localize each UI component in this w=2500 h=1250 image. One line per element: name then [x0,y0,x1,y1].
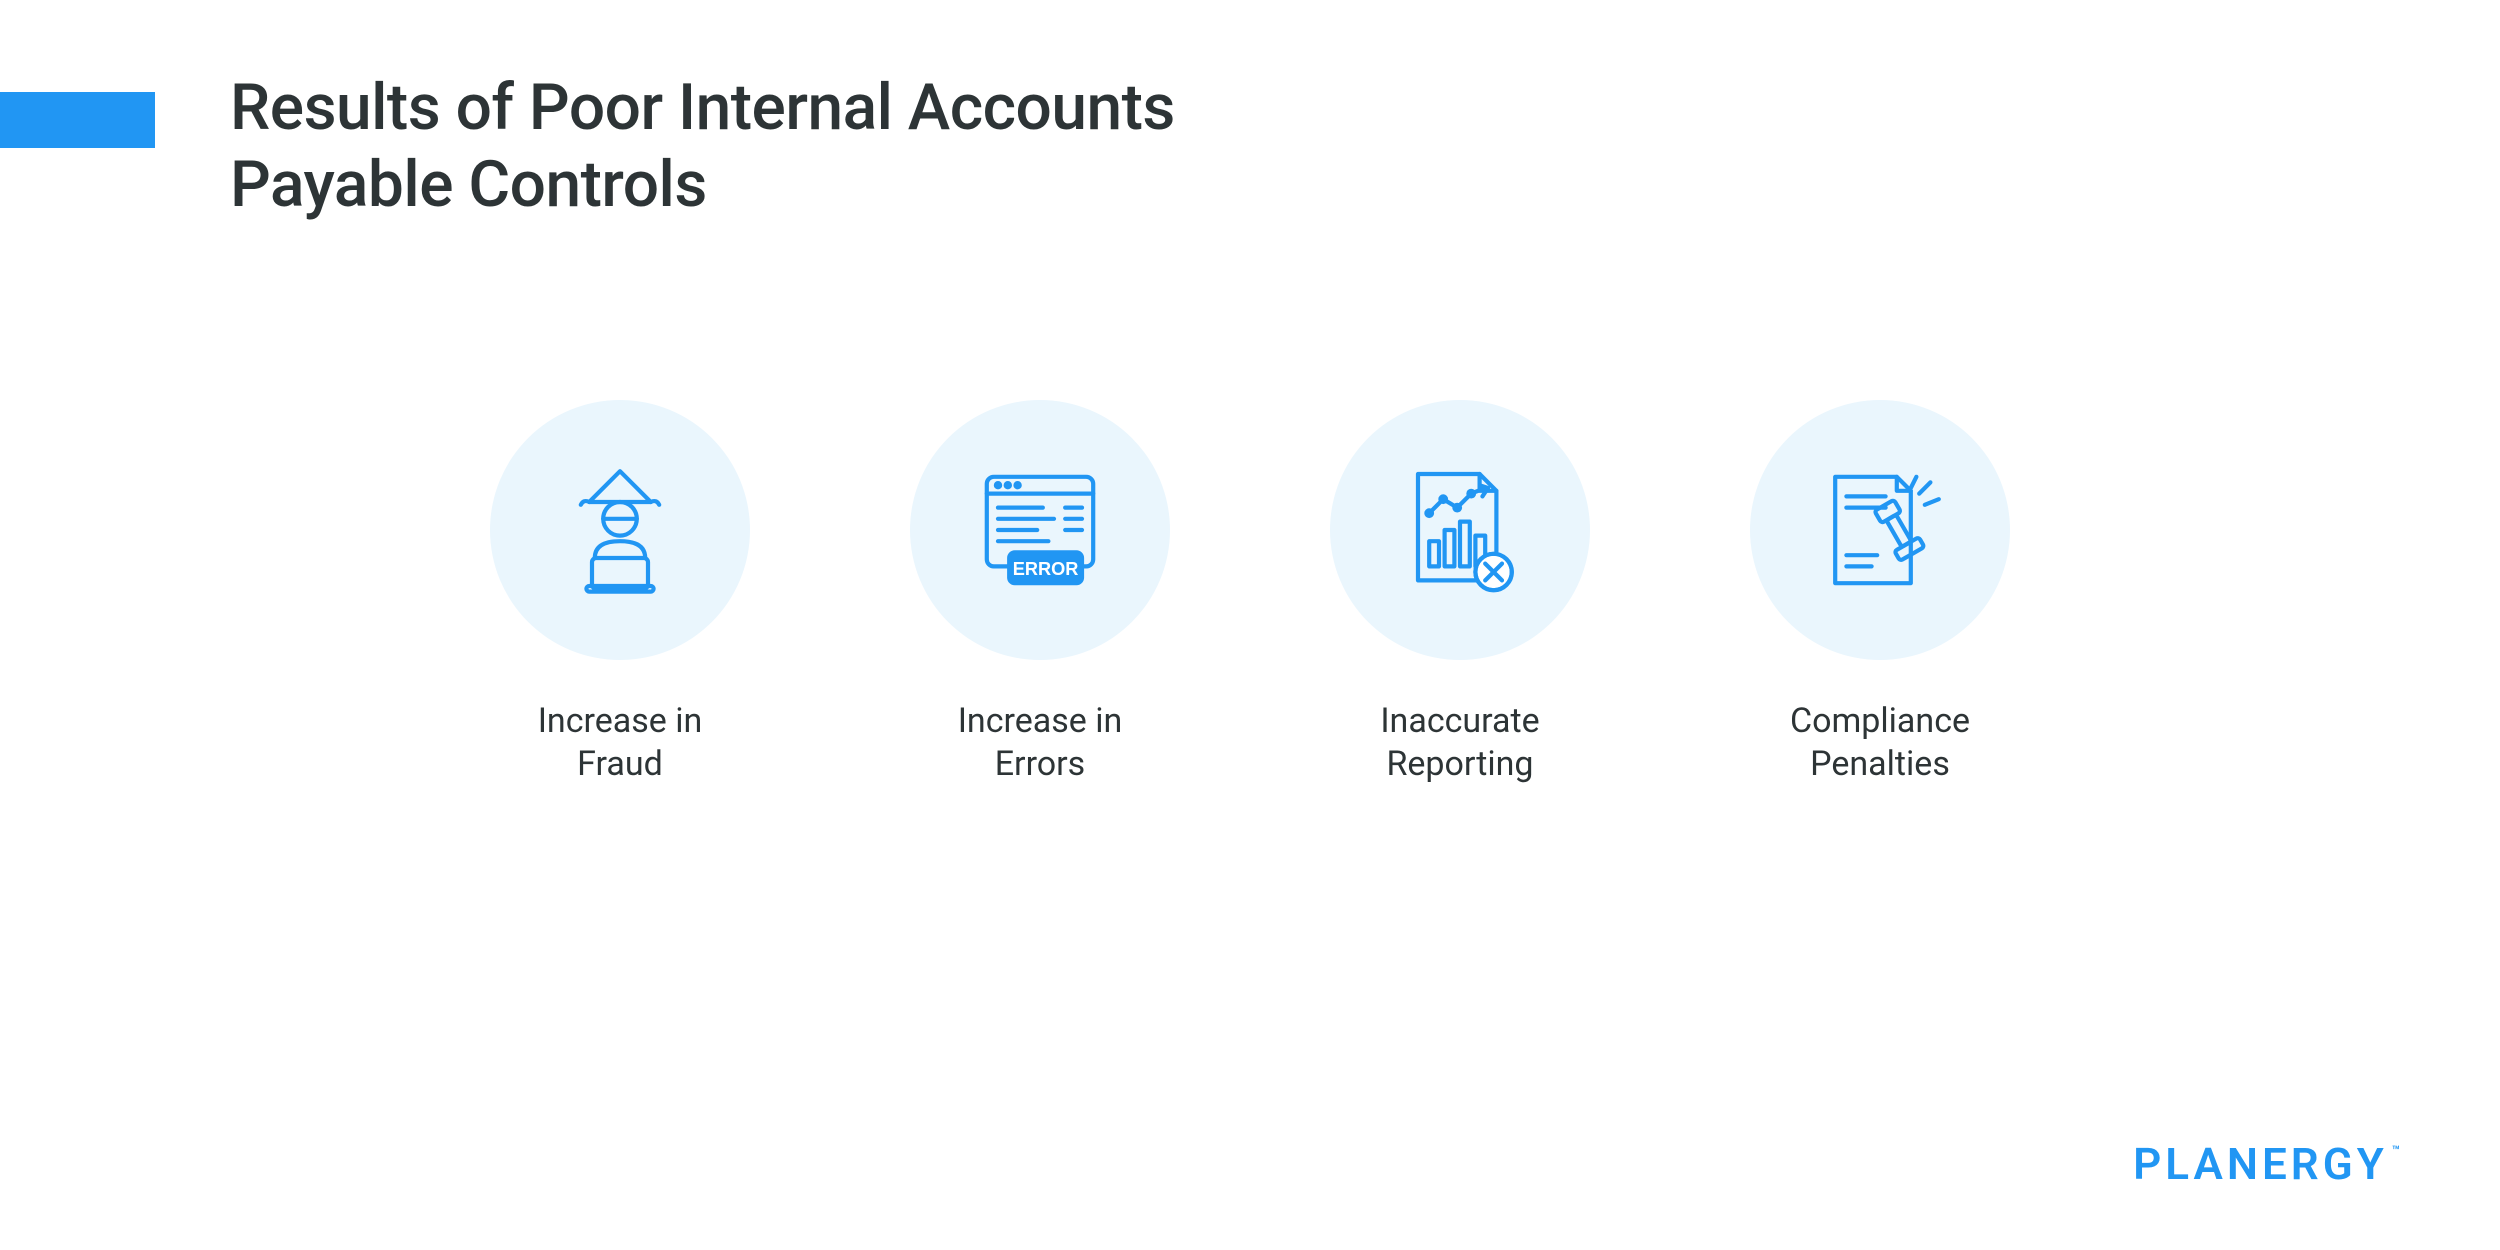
label-line-2: Errors [995,744,1086,784]
svg-text:ERROR: ERROR [1013,559,1079,579]
item-compliance: Compliance Penalties [1735,400,2025,785]
accent-bar [0,92,155,148]
item-label: Increase in Errors [958,700,1123,785]
label-line-2: Fraud [577,744,663,784]
label-line-1: Increase in [958,701,1123,741]
report-chart-icon [1390,460,1530,600]
page-title: Results of Poor Internal Accounts Payabl… [230,70,1175,224]
logo-text: PLANERGY [2133,1138,2388,1190]
icon-circle [490,400,750,660]
item-fraud: Increase in Fraud [475,400,765,785]
icon-circle [1750,400,2010,660]
logo-tm: ™ [2392,1144,2400,1159]
label-line-1: Compliance [1790,701,1970,741]
label-line-1: Inaccurate [1380,701,1539,741]
item-label: Increase in Fraud [538,700,703,785]
title-line-2: Payable Controls [230,147,707,222]
icon-circle [1330,400,1590,660]
fraud-hacker-icon [550,460,690,600]
icon-circle: ERROR [910,400,1170,660]
error-window-icon: ERROR [970,460,1110,600]
item-label: Inaccurate Reporting [1380,700,1539,785]
label-line-2: Reporting [1386,744,1533,784]
item-errors: ERROR Increase in Errors [895,400,1185,785]
item-label: Compliance Penalties [1790,700,1970,785]
label-line-2: Penalties [1810,744,1950,784]
label-line-1: Increase in [538,701,703,741]
title-line-1: Results of Poor Internal Accounts [230,70,1175,145]
brand-logo: PLANERGY ™ [2133,1138,2400,1190]
gavel-document-icon [1810,460,1950,600]
items-row: Increase in Fraud ERROR [0,400,2500,785]
item-reporting: Inaccurate Reporting [1315,400,1605,785]
